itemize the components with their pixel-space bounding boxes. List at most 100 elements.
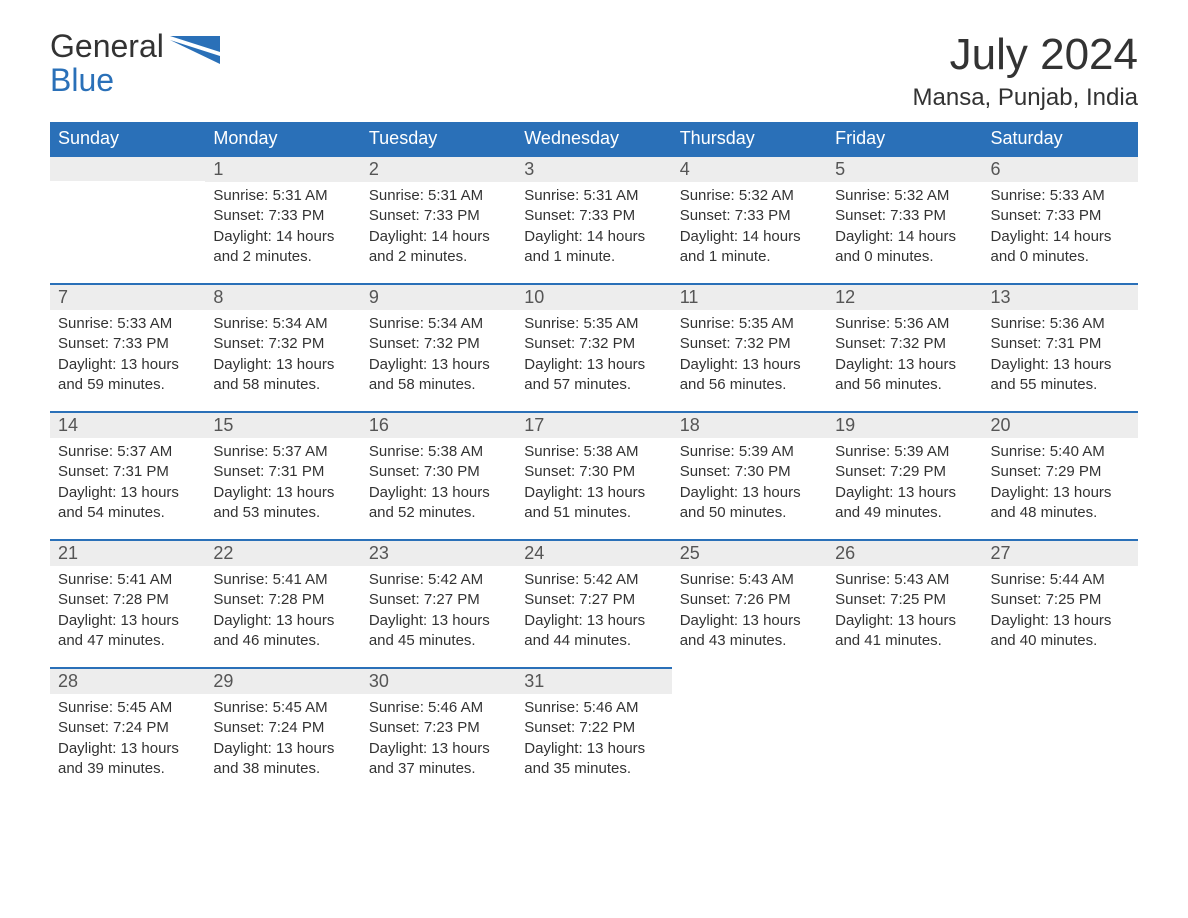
day-d2: and 39 minutes. xyxy=(58,759,197,779)
day-sunrise: Sunrise: 5:32 AM xyxy=(835,186,974,206)
day-d1: Daylight: 13 hours xyxy=(835,611,974,631)
day-d1: Daylight: 13 hours xyxy=(369,355,508,375)
day-cell: 25Sunrise: 5:43 AMSunset: 7:26 PMDayligh… xyxy=(672,539,827,667)
day-number: 14 xyxy=(50,411,205,438)
day-details: Sunrise: 5:46 AMSunset: 7:23 PMDaylight:… xyxy=(361,694,516,787)
day-sunset: Sunset: 7:33 PM xyxy=(58,334,197,354)
day-d2: and 48 minutes. xyxy=(991,503,1130,523)
day-cell: 11Sunrise: 5:35 AMSunset: 7:32 PMDayligh… xyxy=(672,283,827,411)
day-number: 17 xyxy=(516,411,671,438)
header-row: General Blue July 2024 Mansa, Punjab, In… xyxy=(50,30,1138,112)
day-sunset: Sunset: 7:33 PM xyxy=(213,206,352,226)
day-d2: and 58 minutes. xyxy=(213,375,352,395)
col-thursday: Thursday xyxy=(672,122,827,155)
col-friday: Friday xyxy=(827,122,982,155)
day-sunset: Sunset: 7:24 PM xyxy=(58,718,197,738)
day-cell: 9Sunrise: 5:34 AMSunset: 7:32 PMDaylight… xyxy=(361,283,516,411)
day-cell: 6Sunrise: 5:33 AMSunset: 7:33 PMDaylight… xyxy=(983,155,1138,283)
day-cell xyxy=(50,155,205,283)
day-cell: 28 Sunrise: 5:45 AMSunset: 7:24 PMDayligh… xyxy=(50,667,205,795)
day-d2: and 54 minutes. xyxy=(58,503,197,523)
day-sunrise: Sunrise: 5:42 AM xyxy=(524,570,663,590)
weekday-header-row: Sunday Monday Tuesday Wednesday Thursday… xyxy=(50,122,1138,155)
day-d1: Daylight: 13 hours xyxy=(58,483,197,503)
day-number: 25 xyxy=(672,539,827,566)
day-number: 28 xyxy=(50,667,205,694)
day-sunrise: Sunrise: 5:35 AM xyxy=(524,314,663,334)
day-sunrise: Sunrise: 5:31 AM xyxy=(524,186,663,206)
day-cell: 30Sunrise: 5:46 AMSunset: 7:23 PMDayligh… xyxy=(361,667,516,795)
day-sunset: Sunset: 7:23 PM xyxy=(369,718,508,738)
day-d1: Daylight: 13 hours xyxy=(680,355,819,375)
day-sunset: Sunset: 7:29 PM xyxy=(991,462,1130,482)
day-number: 18 xyxy=(672,411,827,438)
day-number: 29 xyxy=(205,667,360,694)
day-details: Sunrise: 5:31 AMSunset: 7:33 PMDaylight:… xyxy=(205,182,360,275)
day-d2: and 47 minutes. xyxy=(58,631,197,651)
day-number: 19 xyxy=(827,411,982,438)
day-cell: 3Sunrise: 5:31 AMSunset: 7:33 PMDaylight… xyxy=(516,155,671,283)
day-sunrise: Sunrise: 5:38 AM xyxy=(369,442,508,462)
day-d2: and 50 minutes. xyxy=(680,503,819,523)
day-number: 4 xyxy=(672,155,827,182)
day-d1: Daylight: 13 hours xyxy=(524,739,663,759)
week-row: 14Sunrise: 5:37 AMSunset: 7:31 PMDayligh… xyxy=(50,411,1138,539)
day-d1: Daylight: 13 hours xyxy=(991,611,1130,631)
day-cell: 21Sunrise: 5:41 AMSunset: 7:28 PMDayligh… xyxy=(50,539,205,667)
day-d1: Daylight: 13 hours xyxy=(58,355,197,375)
day-sunset: Sunset: 7:22 PM xyxy=(524,718,663,738)
day-details: Sunrise: 5:38 AMSunset: 7:30 PMDaylight:… xyxy=(361,438,516,531)
day-number: 11 xyxy=(672,283,827,310)
day-number: 12 xyxy=(827,283,982,310)
day-d1: Daylight: 13 hours xyxy=(213,483,352,503)
day-d1: Daylight: 14 hours xyxy=(213,227,352,247)
day-sunrise: Sunrise: 5:33 AM xyxy=(991,186,1130,206)
day-sunset: Sunset: 7:33 PM xyxy=(369,206,508,226)
day-details: Sunrise: 5:38 AMSunset: 7:30 PMDaylight:… xyxy=(516,438,671,531)
day-number: 15 xyxy=(205,411,360,438)
day-number: 20 xyxy=(983,411,1138,438)
day-cell: 13Sunrise: 5:36 AMSunset: 7:31 PMDayligh… xyxy=(983,283,1138,411)
day-number: 26 xyxy=(827,539,982,566)
day-details: Sunrise: 5:36 AMSunset: 7:32 PMDaylight:… xyxy=(827,310,982,403)
day-number: 8 xyxy=(205,283,360,310)
day-details: Sunrise: 5:39 AMSunset: 7:30 PMDaylight:… xyxy=(672,438,827,531)
day-d1: Daylight: 14 hours xyxy=(524,227,663,247)
day-details: Sunrise: 5:40 AMSunset: 7:29 PMDaylight:… xyxy=(983,438,1138,531)
day-d2: and 0 minutes. xyxy=(991,247,1130,267)
day-sunset: Sunset: 7:27 PM xyxy=(369,590,508,610)
day-number: 9 xyxy=(361,283,516,310)
day-number: 27 xyxy=(983,539,1138,566)
day-d2: and 1 minute. xyxy=(680,247,819,267)
col-wednesday: Wednesday xyxy=(516,122,671,155)
day-sunset: Sunset: 7:28 PM xyxy=(213,590,352,610)
day-d1: Daylight: 13 hours xyxy=(58,739,197,759)
day-sunset: Sunset: 7:32 PM xyxy=(524,334,663,354)
day-sunset: Sunset: 7:27 PM xyxy=(524,590,663,610)
day-details: Sunrise: 5:33 AMSunset: 7:33 PMDaylight:… xyxy=(50,310,205,403)
day-d1: Daylight: 13 hours xyxy=(680,483,819,503)
day-d2: and 59 minutes. xyxy=(58,375,197,395)
day-sunset: Sunset: 7:33 PM xyxy=(991,206,1130,226)
day-sunrise: Sunrise: 5:37 AM xyxy=(58,442,197,462)
day-d2: and 2 minutes. xyxy=(369,247,508,267)
day-sunset: Sunset: 7:25 PM xyxy=(835,590,974,610)
day-cell: 14Sunrise: 5:37 AMSunset: 7:31 PMDayligh… xyxy=(50,411,205,539)
day-sunrise: Sunrise: 5:34 AM xyxy=(213,314,352,334)
calendar-body: 1Sunrise: 5:31 AMSunset: 7:33 PMDaylight… xyxy=(50,155,1138,795)
day-sunset: Sunset: 7:32 PM xyxy=(369,334,508,354)
day-d2: and 45 minutes. xyxy=(369,631,508,651)
week-row: 7Sunrise: 5:33 AMSunset: 7:33 PMDaylight… xyxy=(50,283,1138,411)
day-sunrise: Sunrise: 5:45 AM xyxy=(58,698,197,718)
day-details: Sunrise: 5:36 AMSunset: 7:31 PMDaylight:… xyxy=(983,310,1138,403)
day-d1: Daylight: 13 hours xyxy=(835,355,974,375)
day-d1: Daylight: 13 hours xyxy=(369,483,508,503)
day-d1: Daylight: 13 hours xyxy=(524,355,663,375)
day-sunset: Sunset: 7:33 PM xyxy=(680,206,819,226)
day-details: Sunrise: 5:41 AMSunset: 7:28 PMDaylight:… xyxy=(205,566,360,659)
day-sunset: Sunset: 7:32 PM xyxy=(835,334,974,354)
day-sunset: Sunset: 7:24 PM xyxy=(213,718,352,738)
day-sunset: Sunset: 7:32 PM xyxy=(680,334,819,354)
day-sunset: Sunset: 7:30 PM xyxy=(680,462,819,482)
day-d1: Daylight: 13 hours xyxy=(991,483,1130,503)
